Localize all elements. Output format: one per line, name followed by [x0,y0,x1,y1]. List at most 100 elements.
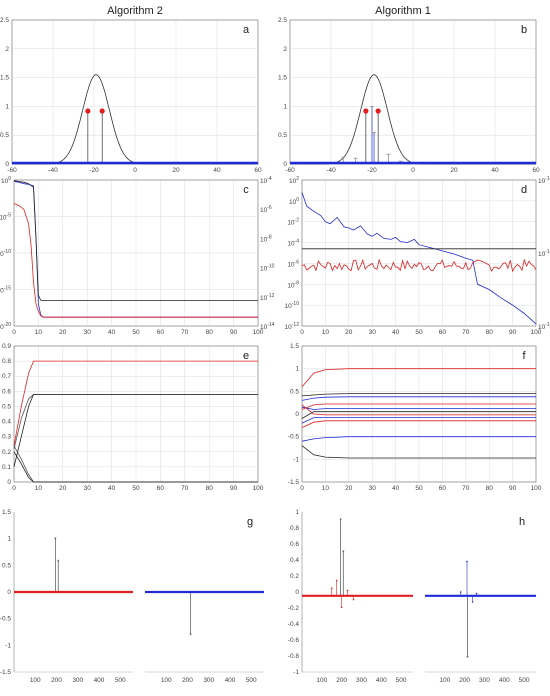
x-tick-label: 50 [415,485,423,492]
x-tick-label: 20 [345,329,353,336]
x-tick-label: -20 [367,167,377,174]
x-tick-label: 40 [491,167,499,174]
y-tick-label: 0.8 [290,525,299,532]
y-tick-label: 0.3 [2,434,11,441]
x-tick-label: 40 [108,485,116,492]
x-tick-label: 500 [519,677,530,684]
y-tick-label: 1.5 [0,75,9,82]
y-right-tick-exponent: -8 [267,234,272,240]
x-tick-label: 100 [316,677,327,684]
x-tick-label: 60 [157,329,165,336]
y-tick-label: 0 [295,589,299,596]
x-tick-label: 100 [30,677,41,684]
x-tick-label: 200 [336,677,347,684]
y-tick-label: 10-8 [287,280,299,289]
stem-star-marker: * [189,633,192,640]
y-tick-label: -1.5 [0,669,11,676]
y-tick-label: 1.5 [290,343,299,350]
panel-a: a -60 -40 -20 0 20 40 60 0 0.5 1 1.5 2 2.5 [0,17,262,174]
x-tick-label: 20 [345,485,353,492]
x-tick-label: 40 [213,167,221,174]
y-tick-label: 0.5 [2,403,11,410]
x-tick-label: 30 [84,485,92,492]
x-tick-label: 300 [203,677,214,684]
stem-marker [99,108,105,114]
y-tick-label: -0.8 [288,653,300,660]
series-line-black [13,180,258,301]
panel-d: d0 10 20 30 40 50 60 70 80 90 10010210010-210-410-… [285,176,550,336]
series-line-red [301,420,536,428]
y-right-tick-exponent: -6 [267,205,272,211]
series-line-black [301,393,536,397]
y-tick-exponent: -6 [295,259,300,265]
y-tick-label: 0.2 [2,449,11,456]
x-tick-label: 100 [161,677,172,684]
x-tick-label: 0 [411,167,415,174]
y-tick-label: -0.2 [288,605,300,612]
x-tick-label: 20 [450,167,458,174]
series-line-blue [301,396,536,401]
y-right-tick-exponent: -15 [545,249,550,255]
series-line-red [13,203,258,318]
x-tick-label: 90 [509,485,517,492]
y-tick-label: 102 [289,176,299,185]
y-tick-label: 2.5 [278,17,287,24]
y-right-tick-label: 10-4 [260,176,272,185]
y-tick-label: 0.5 [0,132,9,139]
x-tick-label: 50 [132,329,140,336]
x-tick-label: 40 [392,329,400,336]
series-line-blue [301,192,537,325]
x-tick-label: 200 [459,677,470,684]
stem-marker-small [352,598,355,601]
y-tick-label: 10-2 [287,218,299,227]
y-tick-label: 0.8 [2,358,11,365]
y-tick-label: -1 [293,669,299,676]
y-right-tick-label: 10-8 [260,234,272,243]
series-line-red [301,368,536,388]
x-tick-label: 100 [253,329,264,336]
y-tick-label: -0.4 [288,621,300,628]
stem-star-marker: * [342,550,345,557]
y-tick-label: 100 [1,176,11,185]
series-line-red [301,258,537,273]
y-right-tick-label: 10-16 [538,322,550,331]
stem-marker-small [335,579,338,582]
x-tick-label: 30 [369,485,377,492]
y-tick-label: 1 [7,536,11,543]
panel-c: c 0 10 20 30 40 50 60 70 80 90 100 100 10-5 10-10 10-15… [0,176,275,336]
panel-label-g: g [247,516,253,528]
x-tick-label: 80 [486,329,494,336]
y-tick-label: 0.5 [290,388,299,395]
y-tick-label: 0.5 [278,132,287,139]
y-right-tick-label: 10-15 [538,249,550,258]
y-tick-exponent: -4 [295,239,300,245]
panel-b: b -60 -40 -20 0 20 40 60 0 0.5 1 1.5 2 2.5 [278,17,540,174]
y-tick-label: 0.4 [2,419,11,426]
x-tick-label: 90 [230,329,238,336]
series-line-blue [301,417,536,424]
x-tick-label: -40 [48,167,58,174]
y-tick-label: 0.4 [290,557,299,564]
x-tick-label: 40 [108,329,116,336]
series-line-black [13,451,258,483]
panel-label-a: a [243,24,250,36]
y-tick-exponent: 0 [296,197,299,203]
x-tick-label: 60 [254,167,262,174]
y-tick-label: 2.5 [0,17,9,24]
y-right-tick-exponent: -16 [545,322,550,328]
stem-marker [363,108,369,114]
y-tick-label: 10-6 [287,259,299,268]
y-tick-label: 0.9 [2,343,11,350]
y-tick-label: -1.5 [288,479,300,486]
x-tick-label: 10 [35,485,43,492]
y-tick-label: 0.6 [290,541,299,548]
stem-marker-small [471,601,474,603]
y-tick-label: 0 [295,411,299,418]
y-tick-label: 1 [283,103,287,110]
y-tick-exponent: 0 [8,176,11,182]
x-tick-label: 100 [531,329,542,336]
stem-marker [375,108,381,114]
panel-label-d: d [521,184,527,196]
x-tick-label: 300 [72,677,83,684]
